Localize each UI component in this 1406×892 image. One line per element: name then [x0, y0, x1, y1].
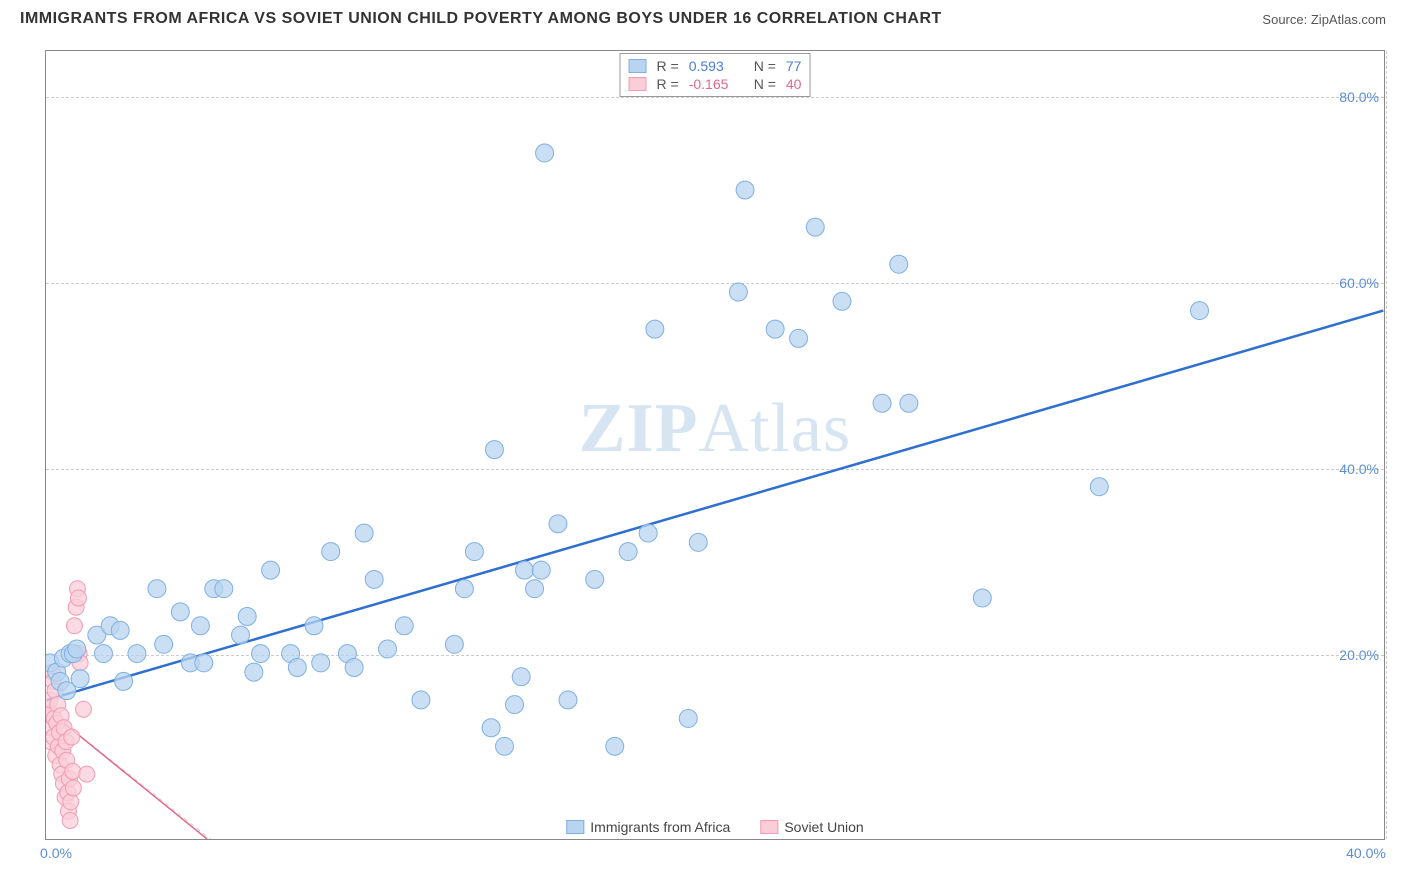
- r-value-soviet: -0.165: [689, 76, 744, 92]
- r-value-africa: 0.593: [689, 58, 744, 74]
- watermark: ZIPAtlas: [579, 389, 851, 469]
- n-label: N =: [754, 76, 776, 92]
- legend-swatch-africa: [566, 820, 584, 834]
- r-label: R =: [657, 58, 679, 74]
- hgrid-line: [46, 97, 1384, 98]
- legend-item-africa: Immigrants from Africa: [566, 819, 730, 835]
- scatter-plot-svg: [46, 51, 1384, 839]
- n-value-africa: 77: [786, 58, 802, 74]
- y-tick-label: 20.0%: [1339, 647, 1379, 663]
- swatch-africa: [629, 59, 647, 73]
- page-title: IMMIGRANTS FROM AFRICA VS SOVIET UNION C…: [20, 10, 942, 28]
- swatch-soviet: [629, 77, 647, 91]
- chart-area: ZIPAtlas R = 0.593 N = 77 R = -0.165 N =…: [45, 50, 1385, 840]
- hgrid-line: [46, 655, 1384, 656]
- stats-row-africa: R = 0.593 N = 77: [629, 57, 802, 75]
- stats-legend: R = 0.593 N = 77 R = -0.165 N = 40: [620, 53, 811, 97]
- n-value-soviet: 40: [786, 76, 802, 92]
- hgrid-line: [46, 469, 1384, 470]
- vgrid-line: [1386, 51, 1387, 839]
- source-value: ZipAtlas.com: [1311, 12, 1386, 27]
- x-tick-label: 40.0%: [1346, 845, 1386, 861]
- y-tick-label: 40.0%: [1339, 461, 1379, 477]
- hgrid-line: [46, 283, 1384, 284]
- y-tick-label: 60.0%: [1339, 275, 1379, 291]
- n-label: N =: [754, 58, 776, 74]
- legend-label-africa: Immigrants from Africa: [590, 819, 730, 835]
- y-tick-label: 80.0%: [1339, 89, 1379, 105]
- series-legend: Immigrants from Africa Soviet Union: [560, 817, 869, 837]
- source-label: Source:: [1262, 12, 1307, 27]
- legend-swatch-soviet: [760, 820, 778, 834]
- legend-label-soviet: Soviet Union: [784, 819, 863, 835]
- source-attribution: Source: ZipAtlas.com: [1262, 12, 1386, 27]
- header: IMMIGRANTS FROM AFRICA VS SOVIET UNION C…: [0, 0, 1406, 32]
- stats-row-soviet: R = -0.165 N = 40: [629, 75, 802, 93]
- x-tick-label: 0.0%: [40, 845, 72, 861]
- r-label: R =: [657, 76, 679, 92]
- legend-item-soviet: Soviet Union: [760, 819, 863, 835]
